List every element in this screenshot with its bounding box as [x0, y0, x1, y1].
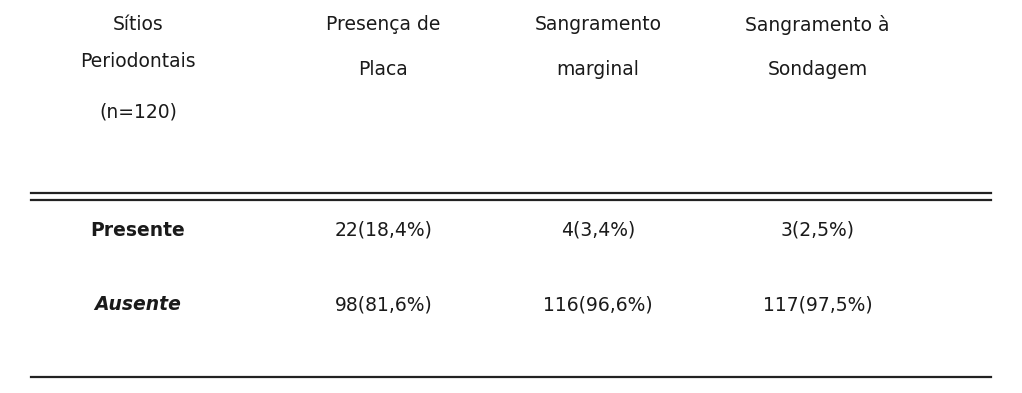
Text: Sangramento: Sangramento [535, 15, 661, 34]
Text: Presença de: Presença de [326, 15, 440, 34]
Text: Sítios: Sítios [112, 15, 164, 34]
Text: (n=120): (n=120) [99, 102, 177, 121]
Text: Ausente: Ausente [94, 296, 182, 314]
Text: Sondagem: Sondagem [768, 60, 868, 79]
Text: 22(18,4%): 22(18,4%) [334, 220, 432, 239]
Text: 3(2,5%): 3(2,5%) [781, 220, 854, 239]
Text: marginal: marginal [556, 60, 640, 79]
Text: Presente: Presente [91, 220, 185, 239]
Text: Sangramento à: Sangramento à [745, 15, 890, 35]
Text: 98(81,6%): 98(81,6%) [334, 296, 432, 314]
Text: 117(97,5%): 117(97,5%) [762, 296, 873, 314]
Text: Periodontais: Periodontais [80, 52, 196, 71]
Text: 4(3,4%): 4(3,4%) [561, 220, 635, 239]
Text: 116(96,6%): 116(96,6%) [543, 296, 653, 314]
Text: Placa: Placa [359, 60, 408, 79]
